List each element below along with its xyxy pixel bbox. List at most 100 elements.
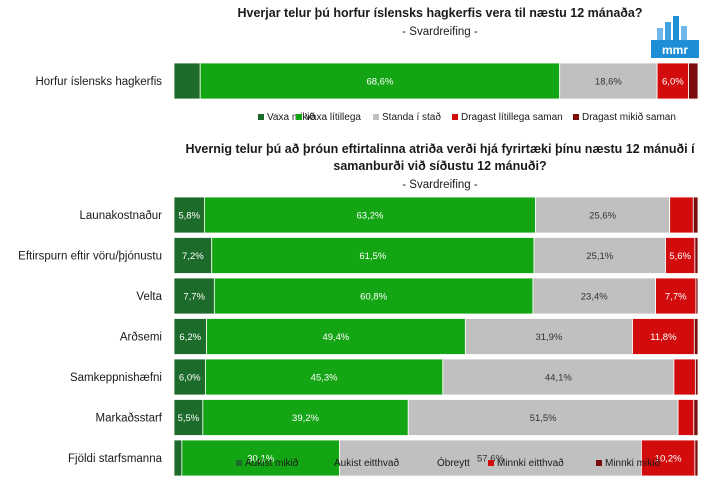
legend-label: Aukist eitthvað — [334, 457, 399, 469]
chart1-title: Hverjar telur þú horfur íslensks hagkerf… — [238, 6, 643, 20]
legend-swatch — [573, 114, 579, 120]
legend-label: Aukist mikið — [245, 457, 299, 469]
bar-segment — [202, 399, 409, 436]
category-label: Eftirspurn eftir vöru/þjónustu — [18, 251, 162, 263]
mmr-logo: mmr — [651, 16, 699, 58]
bar-segment — [559, 62, 658, 100]
legend-label: Óbreytt — [437, 456, 470, 469]
bar-segment — [693, 399, 699, 436]
legend-label: Dragast lítillega saman — [461, 112, 563, 123]
bar-segment — [181, 439, 340, 477]
value-label: 61,5% — [359, 251, 386, 262]
value-label: 49,4% — [322, 332, 349, 343]
value-label: 25,1% — [586, 251, 613, 262]
legend-label: Standa í stað — [382, 111, 441, 123]
category-label: Samkeppnishæfni — [70, 372, 162, 384]
chart2-subtitle: - Svardreifing - — [402, 179, 478, 191]
value-label: 7,7% — [183, 292, 205, 303]
value-label: 7,7% — [665, 292, 687, 303]
bar-segment — [641, 439, 696, 477]
bar-segment — [464, 318, 633, 355]
value-label: 31,9% — [535, 332, 562, 343]
legend-swatch — [428, 460, 434, 466]
value-label: 18,6% — [595, 77, 622, 88]
legend-label: Minnki eitthvað — [497, 457, 564, 469]
bar-segment — [407, 399, 679, 436]
legend-swatch — [296, 114, 302, 120]
logo-bar — [681, 26, 687, 40]
legend-swatch — [236, 460, 242, 466]
category-label: Launakostnaður — [80, 210, 163, 222]
value-label: 5,8% — [178, 211, 200, 222]
bar-segment — [533, 237, 666, 274]
value-label: 44,1% — [545, 373, 572, 384]
bar-segment — [173, 62, 201, 100]
bar-segment — [173, 277, 215, 315]
legend-swatch — [596, 460, 602, 466]
category-label: Horfur íslensks hagkerfis — [35, 76, 162, 88]
legend-swatch — [488, 460, 494, 466]
bar-segment — [203, 196, 536, 234]
bar-segment — [694, 358, 699, 396]
bar-segment — [694, 237, 699, 274]
bar-segment — [692, 196, 699, 234]
bar-segment — [673, 358, 696, 396]
chart1-subtitle: - Svardreifing - — [402, 26, 478, 38]
chart2-title-line2: samanburði við síðustu 12 mánuði? — [333, 159, 546, 173]
value-label: 57,6% — [477, 454, 504, 465]
value-label: 68,6% — [366, 77, 393, 88]
value-label: 63,2% — [357, 211, 384, 222]
logo-bar — [657, 28, 663, 40]
legend-label: Dragast mikið saman — [582, 111, 676, 123]
value-label: 25,6% — [589, 211, 616, 222]
bar-segment — [206, 318, 466, 355]
value-label: 39,2% — [292, 413, 319, 424]
value-label: 10,2% — [655, 454, 682, 465]
bar-segment — [213, 277, 534, 315]
category-label: Arðsemi — [120, 332, 162, 344]
value-label: 5,6% — [669, 251, 691, 262]
legend-label: Minnki mikið — [605, 457, 660, 469]
legend-swatch — [452, 114, 458, 120]
category-label: Fjöldi starfsmanna — [68, 453, 163, 465]
bar-segment — [211, 237, 535, 274]
bar-segment — [677, 399, 695, 436]
bar-segment — [632, 318, 695, 355]
legend-swatch — [258, 114, 264, 120]
value-label: 51,5% — [530, 413, 557, 424]
value-label: 5,5% — [178, 413, 200, 424]
bar-segment — [532, 277, 656, 315]
bar-segment — [173, 358, 206, 396]
chart2-legend: Aukist mikið Aukist eitthvað Óbreytt Minnki… — [236, 456, 660, 469]
value-label: 23,4% — [581, 292, 608, 303]
bar-segment — [688, 62, 699, 100]
legend-label: Vaxa mikið — [267, 111, 316, 123]
logo-bar — [665, 22, 671, 40]
category-label: Markaðsstarf — [96, 413, 163, 425]
bar-segment — [173, 318, 207, 355]
value-label: 30,1% — [247, 454, 274, 465]
logo-bar — [673, 16, 679, 40]
legend-label: Vaxa lítillega — [305, 112, 361, 123]
chart2-plot: Launakostnaður 5,8% 63,2% 25,6% Eftirspurn e… — [18, 196, 699, 477]
bar-segment — [173, 399, 204, 436]
bar-segment — [669, 196, 694, 234]
logo-text: mmr — [662, 43, 688, 57]
chart2-title-line1: Hvernig telur þú að þróun eftirtalinna a… — [185, 142, 695, 156]
bar-segment — [173, 196, 205, 234]
bar-segment — [339, 439, 642, 477]
value-label: 6,0% — [179, 373, 201, 384]
value-label: 45,3% — [311, 373, 338, 384]
value-label: 60,8% — [360, 292, 387, 303]
bar-segment — [173, 439, 183, 477]
value-label: 6,2% — [179, 332, 201, 343]
value-label: 11,8% — [650, 332, 677, 343]
bar-segment — [693, 318, 699, 355]
bar-segment — [695, 277, 699, 315]
value-label: 6,0% — [662, 77, 684, 88]
value-label: 7,2% — [182, 251, 204, 262]
bar-segment — [535, 196, 671, 234]
logo-background — [651, 40, 699, 58]
